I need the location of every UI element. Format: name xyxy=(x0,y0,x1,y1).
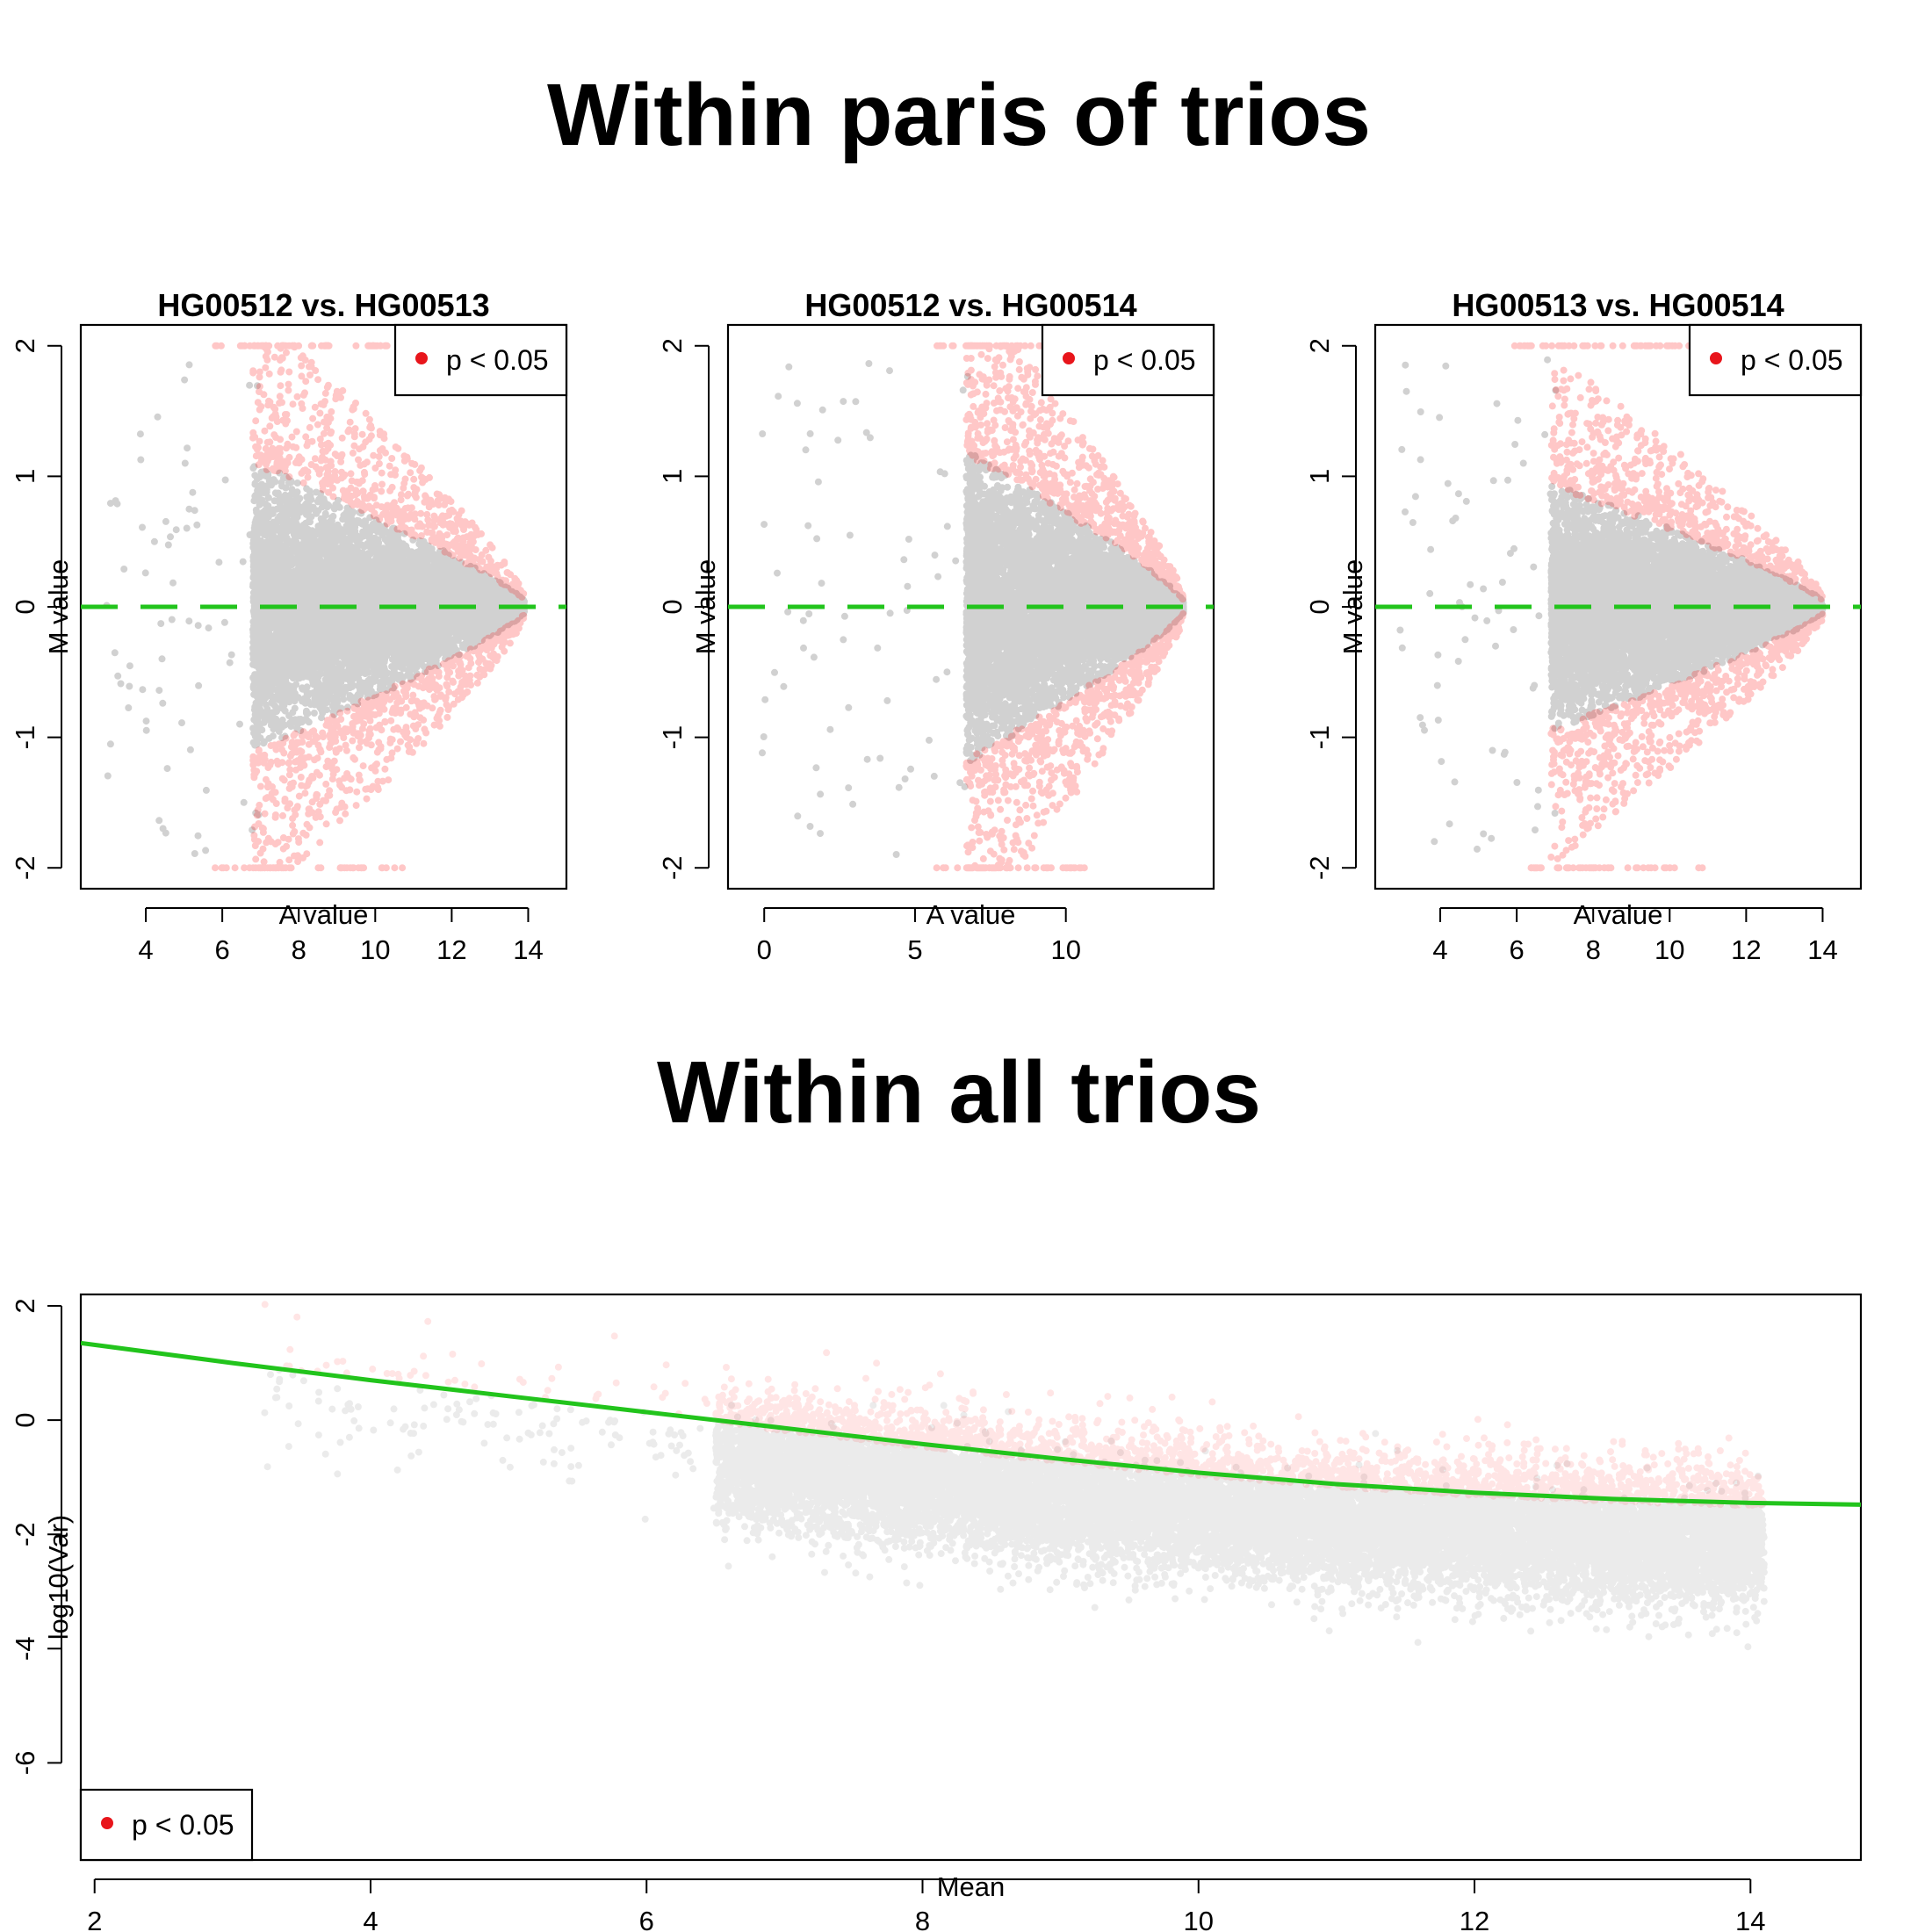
x-tick-label: 4 xyxy=(1432,934,1447,965)
nonsignificant-points xyxy=(759,360,1187,858)
point-cloud xyxy=(103,342,529,872)
y-tick-label: 1 xyxy=(10,469,40,484)
x-tick-label: 10 xyxy=(360,934,390,965)
x-tick-label: 4 xyxy=(138,934,153,965)
legend-label: p < 0.05 xyxy=(132,1809,234,1841)
x-axis-label: A value xyxy=(279,899,369,930)
y-axis-label: M value xyxy=(1337,559,1368,655)
y-tick-label: 2 xyxy=(657,338,688,353)
legend-marker xyxy=(1063,352,1075,364)
y-tick-label: -4 xyxy=(10,1637,40,1662)
y-tick-label: -2 xyxy=(10,855,40,880)
y-tick-label: 0 xyxy=(1304,599,1335,614)
x-axis-label: A value xyxy=(926,899,1016,930)
x-tick-label: 8 xyxy=(1586,934,1601,965)
y-tick-label: -2 xyxy=(10,1522,40,1546)
plot-frame xyxy=(79,1293,1863,1862)
x-axis-label: A value xyxy=(1574,899,1663,930)
x-tick-label: 14 xyxy=(1735,1906,1765,1932)
legend-marker xyxy=(1710,352,1722,364)
y-tick-label: 1 xyxy=(1304,469,1335,484)
x-tick-label: 10 xyxy=(1184,1906,1214,1932)
variance-fit-line xyxy=(81,1340,1861,1507)
nonsignificant-points xyxy=(103,361,529,857)
significant-points xyxy=(261,1301,1768,1509)
y-tick-label: 2 xyxy=(10,338,40,353)
y-axis-label: M value xyxy=(690,559,721,655)
y-tick-label: 0 xyxy=(10,599,40,614)
bottom-section-title: Within all trios xyxy=(657,1043,1261,1142)
y-tick-label: -6 xyxy=(10,1751,40,1776)
x-tick-label: 12 xyxy=(1731,934,1761,965)
x-tick-label: 10 xyxy=(1654,934,1684,965)
x-tick-label: 4 xyxy=(363,1906,378,1932)
point-cloud xyxy=(81,1301,1861,1651)
x-axis-label: Mean xyxy=(937,1871,1006,1902)
x-tick-label: 12 xyxy=(436,934,466,965)
ma-plot: HG00512 vs. HG00514 0 5 10 -2 -1 0 1 2 A value M v… xyxy=(657,287,1215,965)
x-tick-label: 12 xyxy=(1460,1906,1489,1932)
y-tick-label: 0 xyxy=(657,599,688,614)
x-tick-label: 0 xyxy=(757,934,772,965)
significant-points xyxy=(1510,342,1827,872)
y-tick-label: -1 xyxy=(10,725,40,750)
plot-title: HG00512 vs. HG00513 xyxy=(157,287,489,323)
x-tick-label: 6 xyxy=(639,1906,654,1932)
y-tick-label: -2 xyxy=(1304,855,1335,880)
legend-label: p < 0.05 xyxy=(1093,344,1196,376)
x-tick-label: 2 xyxy=(87,1906,102,1932)
legend-label: p < 0.05 xyxy=(1741,344,1843,376)
x-tick-label: 10 xyxy=(1050,934,1080,965)
x-tick-label: 8 xyxy=(915,1906,930,1932)
x-tick-label: 14 xyxy=(513,934,543,965)
y-tick-label: -1 xyxy=(657,725,688,750)
legend-label: p < 0.05 xyxy=(446,344,549,376)
y-axis-label: M value xyxy=(43,559,74,655)
mean-variance-plot: 2 4 6 8 10 12 14 -6 -4 -2 0 2 Mean log10(Var) p < 0.05 xyxy=(10,1293,1863,1932)
nonsignificant-points xyxy=(261,1366,1768,1651)
y-tick-label: 0 xyxy=(10,1412,40,1427)
plot-title: HG00513 vs. HG00514 xyxy=(1452,287,1784,323)
y-tick-label: 2 xyxy=(1304,338,1335,353)
x-tick-label: 6 xyxy=(1509,934,1524,965)
x-tick-label: 5 xyxy=(907,934,922,965)
y-tick-label: -1 xyxy=(1304,725,1335,750)
x-tick-label: 8 xyxy=(292,934,306,965)
y-tick-label: 1 xyxy=(657,469,688,484)
legend-marker xyxy=(101,1817,113,1829)
plot-title: HG00512 vs. HG00514 xyxy=(804,287,1136,323)
legend-marker xyxy=(415,352,428,364)
x-tick-label: 6 xyxy=(214,934,229,965)
point-cloud xyxy=(759,342,1187,872)
y-tick-label: 2 xyxy=(10,1298,40,1313)
x-tick-label: 14 xyxy=(1807,934,1837,965)
significant-points xyxy=(933,342,1187,872)
y-axis-label: log10(Var) xyxy=(43,1515,74,1640)
y-tick-label: -2 xyxy=(657,855,688,880)
significant-points xyxy=(212,342,528,872)
top-section-title: Within paris of trios xyxy=(547,66,1371,164)
